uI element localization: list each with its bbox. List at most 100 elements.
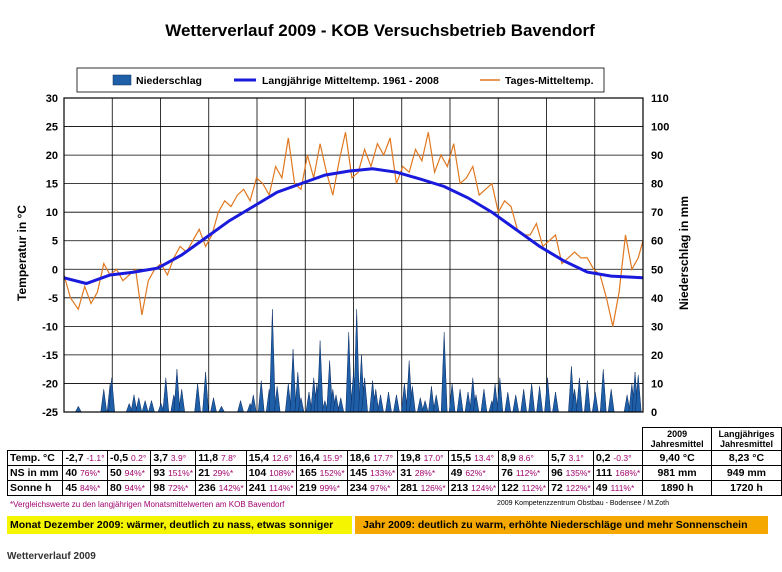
precipitation-bar (345, 332, 352, 413)
y-axis-right-title: Niederschlag in mm (677, 196, 691, 310)
stats-cell: 72 122%* (548, 480, 594, 496)
stats-cell: 145 133%* (346, 465, 399, 481)
chart-title: Wetterverlauf 2009 - KOB Versuchsbetrieb… (165, 21, 595, 40)
stats-cell: 96 135%* (548, 465, 594, 481)
stats-cell: 281 126%* (397, 480, 449, 496)
precipitation-bar (591, 391, 599, 413)
stats-header-longterm: Langjähriges Jahresmittel (710, 427, 782, 451)
stats-row: Temp. °C -2,7 -1.1° -0,5 0.2° 3,7 3.9° 11,8 … (6, 450, 782, 466)
y-tick-left: -15 (42, 350, 58, 362)
y-tick-left: -20 (42, 378, 58, 390)
precipitation-bar (210, 397, 217, 413)
stats-row-label: Sonne h (6, 480, 64, 496)
precipitation-bar (528, 383, 535, 413)
stats-cell: 16,4 15.9° (296, 450, 348, 466)
precipitation-bar (520, 389, 527, 413)
stats-cell: 50 94%* (107, 465, 152, 481)
legend-label-longterm: Langjährige Mitteltemp. 1961 - 2008 (262, 75, 439, 87)
y-tick-right: 20 (651, 350, 663, 362)
precipitation-bar (584, 380, 591, 413)
y-tick-right: 80 (651, 179, 663, 191)
precipitation-bar (353, 309, 360, 413)
stats-cell: -2,7 -1.1° (62, 450, 109, 466)
precipitation-bar (576, 377, 583, 413)
stats-cell: 111 168%* (592, 465, 644, 481)
stats-row: NS in mm 40 76%* 50 94%* 93 151%* 21 29%* 104… (6, 465, 782, 481)
caption: Wetterverlauf 2009 (7, 551, 96, 562)
y-tick-right: 0 (651, 407, 657, 419)
y-tick-right: 110 (651, 93, 669, 105)
precipitation-bar (421, 399, 429, 413)
stats-year-value: 9,40 °C (642, 450, 712, 466)
precipitation-bar (316, 340, 324, 413)
y-tick-left: -25 (42, 407, 58, 419)
legend-label-precipitation: Niederschlag (136, 75, 202, 87)
stats-longterm-value: 949 mm (710, 465, 782, 481)
stats-cell: 165 152%* (296, 465, 348, 481)
precipitation-bar (74, 405, 82, 413)
precipitation-bar (237, 399, 244, 413)
precipitation-bar (337, 397, 345, 413)
precipitation-bars (74, 309, 642, 413)
stats-cell: 11,8 7.8° (195, 450, 247, 466)
precipitation-bar (432, 394, 440, 413)
precipitation-bar (480, 389, 488, 413)
precipitation-bar (269, 309, 276, 413)
stats-cell: 31 28%* (397, 465, 449, 481)
stats-cell: 40 76%* (62, 465, 109, 481)
precipitation-bar (544, 377, 551, 413)
stats-cell: 80 94%* (107, 480, 152, 496)
precipitation-bar (194, 383, 201, 413)
stats-cell: 122 112%* (498, 480, 550, 496)
legend-label-daily: Tages-Mitteltemp. (505, 75, 594, 87)
stats-header-year: 2009 Jahresmittel (642, 427, 712, 451)
precipitation-bar (162, 377, 170, 413)
stats-cell: 241 114%* (245, 480, 298, 496)
precipitation-bar (178, 389, 185, 413)
precipitation-bar (385, 391, 392, 413)
stats-cell: 234 97%* (346, 480, 399, 496)
precipitation-bar (218, 405, 225, 413)
precipitation-bar (456, 389, 464, 413)
precipitation-bar (377, 394, 384, 413)
footnote: *Vergleichswerte zu den langjährigen Mon… (10, 500, 285, 509)
precipitation-bar (428, 386, 435, 413)
monthly-stats-table: 2009 Jahresmittel Langjähriges Jahresmittel… (6, 427, 782, 496)
stats-cell: 15,4 12.6° (245, 450, 298, 466)
stats-longterm-value: 1720 h (710, 480, 782, 496)
precipitation-bar (599, 369, 607, 413)
precipitation-bar (393, 394, 400, 413)
y-tick-right: 90 (651, 150, 663, 162)
stats-cell: 93 151%* (150, 465, 197, 481)
stats-cell: 45 84%* (62, 480, 109, 496)
stats-cell: 213 124%* (447, 480, 500, 496)
summary-year: Jahr 2009: deutlich zu warm, erhöhte Nie… (355, 516, 768, 534)
credit: 2009 Kompetenzzentrum Obstbau - Bodensee… (497, 500, 669, 507)
stats-cell: 76 112%* (498, 465, 550, 481)
precipitation-bar (249, 394, 257, 413)
weather-chart: Wetterverlauf 2009 - KOB Versuchsbetrieb… (15, 21, 691, 419)
y-tick-left: 0 (52, 264, 58, 276)
precipitation-bar (100, 389, 108, 413)
y-tick-left: -10 (42, 321, 58, 333)
longterm-temp-line (63, 167, 644, 286)
stats-longterm-value: 8,23 °C (710, 450, 782, 466)
stats-header-row: 2009 Jahresmittel Langjähriges Jahresmittel (8, 427, 782, 451)
legend-swatch-precipitation (112, 74, 132, 86)
y-tick-left: 25 (46, 122, 58, 134)
precipitation-bar (552, 391, 559, 413)
stats-row-label: NS in mm (6, 465, 64, 481)
precipitation-bar (512, 394, 520, 413)
stats-cell: 236 142%* (195, 480, 247, 496)
stats-cell: 104 108%* (245, 465, 298, 481)
stats-year-value: 1890 h (642, 480, 712, 496)
precipitation-bar (536, 386, 543, 413)
stats-cell: 8,9 8.6° (498, 450, 550, 466)
stats-cell: 3,7 3.9° (150, 450, 197, 466)
y-tick-left: 15 (46, 179, 58, 191)
y-tick-right: 30 (651, 321, 663, 333)
precipitation-bar (202, 372, 209, 413)
stats-cell: 219 99%* (296, 480, 348, 496)
chart-legend: Niederschlag Langjährige Mitteltemp. 1961… (76, 67, 605, 93)
precipitation-bar (607, 389, 615, 413)
